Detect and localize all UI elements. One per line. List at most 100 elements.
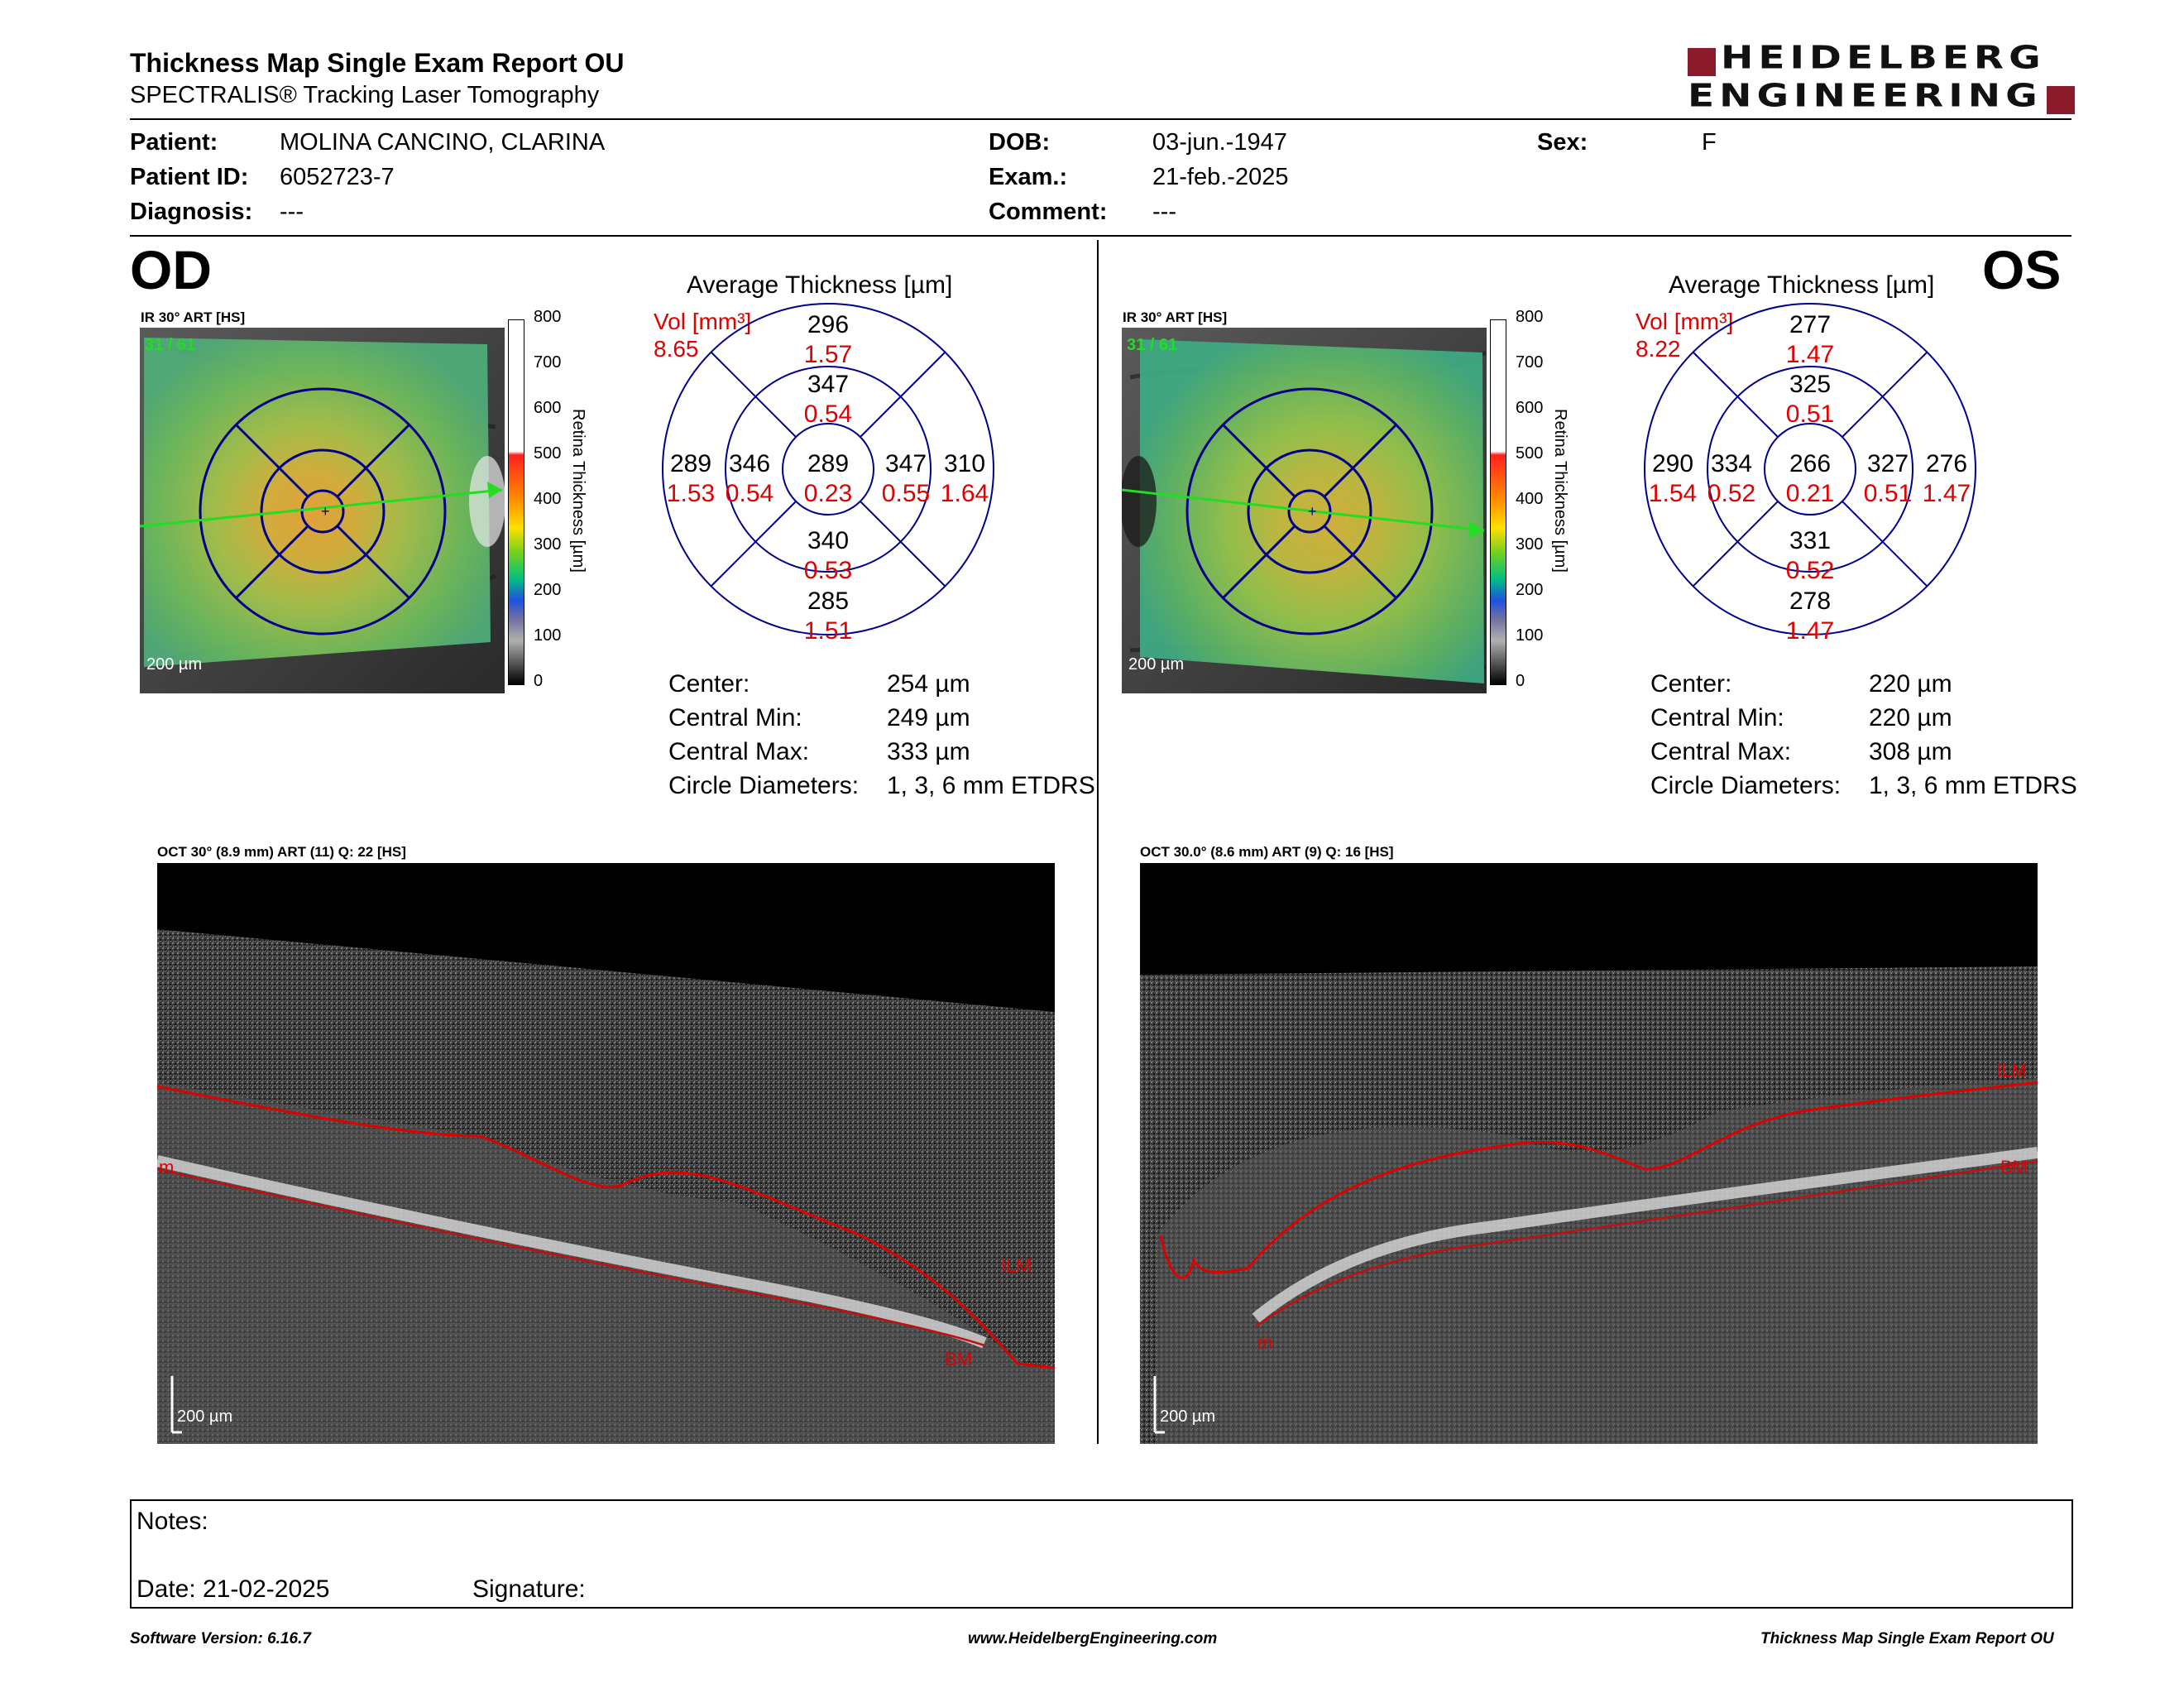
os-fundus-scale: 200 µm [1128, 655, 1185, 674]
od-inner-top: 347 [807, 371, 850, 398]
os-diam-label: Circle Diameters: [1650, 772, 1842, 799]
os-center-label: Center: [1650, 670, 1732, 698]
diagnosis-value: --- [280, 199, 304, 225]
os-tick: 0 [1516, 672, 1525, 690]
od-tick: 300 [534, 535, 562, 554]
dob-value: 03-jun.-1947 [1152, 129, 1287, 156]
od-tick: 800 [534, 308, 562, 326]
os-frame-count: 31 / 61 [1127, 336, 1178, 354]
notes-box[interactable]: Notes: Date: 21-02-2025 Signature: [130, 1499, 2073, 1609]
od-inner-left: 346 [728, 450, 771, 477]
diagnosis-label: Diagnosis: [130, 199, 253, 225]
os-tick: 700 [1516, 353, 1544, 372]
os-inner-bottom-vol: 0.52 [1785, 557, 1835, 584]
od-colorbar [508, 319, 524, 685]
os-oct-ilm: ILM [1996, 1060, 2027, 1081]
os-outer-right-vol: 1.47 [1922, 480, 1971, 507]
os-tick: 100 [1516, 626, 1544, 645]
od-inner-bottom-vol: 0.53 [803, 557, 853, 584]
od-inner-right-vol: 0.55 [881, 480, 931, 507]
exam-value: 21-feb.-2025 [1152, 164, 1289, 190]
os-avg-title: Average Thickness [µm] [1669, 271, 1935, 299]
patient-id: 6052723-7 [280, 164, 395, 190]
od-outer-bottom-vol: 1.51 [803, 617, 853, 645]
os-eye-label: OS [1982, 239, 2062, 300]
os-outer-top: 277 [1789, 311, 1832, 338]
signature-label: Signature: [472, 1575, 586, 1603]
od-tick: 0 [534, 672, 544, 690]
eye-separator [1097, 240, 1099, 1444]
header-divider [130, 118, 2071, 120]
os-tick: 800 [1516, 308, 1544, 326]
os-tick: 600 [1516, 399, 1544, 417]
od-min-value: 249 µm [887, 704, 970, 731]
od-min-label: Central Min: [668, 704, 802, 731]
od-outer-bottom: 285 [807, 587, 850, 615]
od-outer-top: 296 [807, 311, 850, 338]
od-oct-m: m [159, 1157, 175, 1177]
os-inner-top-vol: 0.51 [1785, 400, 1835, 428]
od-vol-total: 8.65 [654, 336, 699, 362]
od-diam-label: Circle Diameters: [668, 772, 860, 799]
exam-label: Exam.: [989, 164, 1068, 190]
od-outer-top-vol: 1.57 [803, 341, 853, 368]
os-outer-bottom: 278 [1789, 587, 1832, 615]
od-tick: 100 [534, 626, 562, 645]
od-oct-label: OCT 30° (8.9 mm) ART (11) Q: 22 [HS] [157, 844, 406, 860]
od-etdrs-grid [662, 303, 994, 635]
heidelberg-logo: HEIDELBERG ENGINEERING [1688, 41, 2076, 119]
od-outer-left-vol: 1.53 [666, 480, 716, 507]
os-oct-label: OCT 30.0° (8.6 mm) ART (9) Q: 16 [HS] [1140, 844, 1394, 860]
os-inner-left: 334 [1710, 450, 1753, 477]
sex-label: Sex: [1537, 129, 1588, 156]
svg-text:+: + [321, 503, 330, 520]
report-subtitle: SPECTRALIS® Tracking Laser Tomography [130, 82, 600, 108]
os-center-value: 220 µm [1869, 670, 1952, 698]
os-colorbar-title: Retina Thickness [µm] [1551, 409, 1569, 573]
os-outer-bottom-vol: 1.47 [1785, 617, 1835, 645]
os-inner-right: 327 [1866, 450, 1909, 477]
od-max-label: Central Max: [668, 738, 810, 765]
od-thickness-map: + 31 / 61 200 µm [140, 328, 505, 693]
od-frame-count: 31 / 61 [145, 336, 196, 354]
od-center: 289 [807, 450, 850, 477]
os-outer-left: 290 [1651, 450, 1694, 477]
report-title: Thickness Map Single Exam Report OU [130, 48, 625, 78]
od-inner-right: 347 [884, 450, 927, 477]
os-tick: 300 [1516, 535, 1544, 554]
od-oct-ilm: ILM [1001, 1255, 1032, 1276]
od-outer-right-vol: 1.64 [940, 480, 989, 507]
comment-label: Comment: [989, 199, 1108, 225]
od-fundus-scale: 200 µm [146, 655, 203, 674]
os-thickness-map: + 31 / 61 200 µm [1122, 328, 1487, 693]
os-etdrs-grid [1644, 303, 1976, 635]
od-vol-label: Vol [mm³] [654, 309, 752, 334]
notes-label: Notes: [136, 1508, 208, 1535]
os-outer-top-vol: 1.47 [1785, 341, 1835, 368]
os-outer-left-vol: 1.54 [1648, 480, 1698, 507]
os-vol-total: 8.22 [1636, 336, 1681, 362]
website-link[interactable]: www.HeidelbergEngineering.com [968, 1630, 1218, 1647]
od-max-value: 333 µm [887, 738, 970, 765]
od-inner-top-vol: 0.54 [803, 400, 853, 428]
os-min-label: Central Min: [1650, 704, 1784, 731]
od-center-vol: 0.23 [803, 480, 853, 507]
od-inner-left-vol: 0.54 [725, 480, 774, 507]
od-eye-label: OD [130, 239, 212, 300]
os-diam-value: 1, 3, 6 mm ETDRS [1869, 772, 2077, 799]
os-oct-m: m [1257, 1332, 1273, 1353]
os-tick: 200 [1516, 581, 1544, 599]
date-label: Date: 21-02-2025 [136, 1575, 330, 1603]
os-center-vol: 0.21 [1785, 480, 1835, 507]
od-tick: 600 [534, 399, 562, 417]
od-center-label: Center: [668, 670, 750, 698]
os-oct-scan: 200 µm ILM BM m [1140, 863, 2038, 1444]
od-oct-scale: 200 µm [177, 1407, 233, 1426]
od-colorbar-title: Retina Thickness [µm] [569, 409, 587, 573]
svg-text:+: + [1308, 503, 1317, 520]
os-center: 266 [1789, 450, 1832, 477]
os-inner-right-vol: 0.51 [1863, 480, 1913, 507]
os-max-label: Central Max: [1650, 738, 1792, 765]
dob-label: DOB: [989, 129, 1051, 156]
od-diam-value: 1, 3, 6 mm ETDRS [887, 772, 1095, 799]
